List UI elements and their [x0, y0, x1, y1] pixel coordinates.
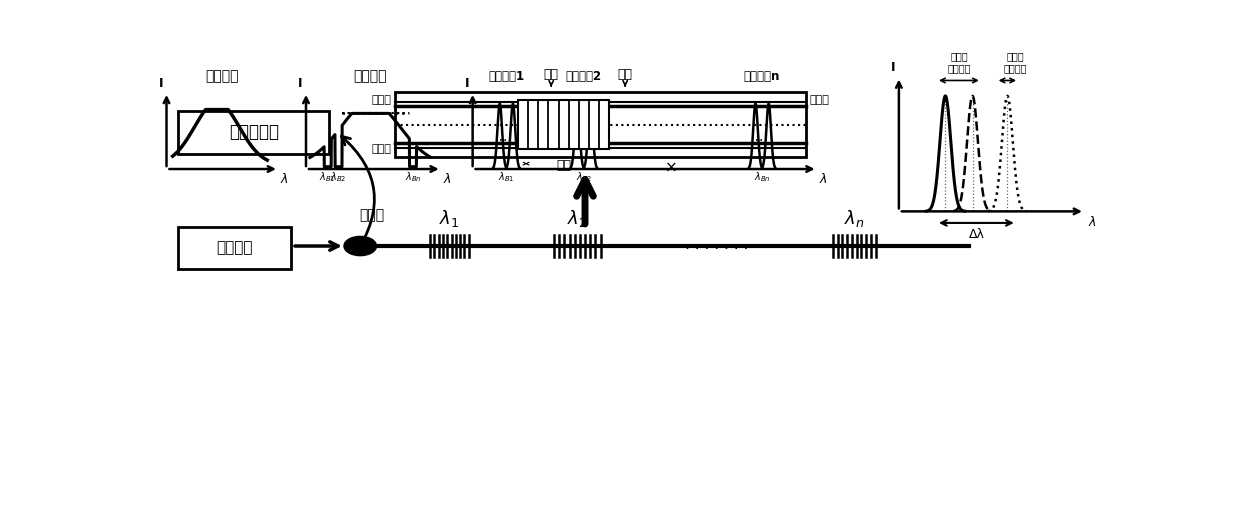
Text: 入射光: 入射光	[372, 95, 392, 105]
Text: 波长探测器: 波长探测器	[229, 123, 279, 141]
Bar	[178, 227, 290, 269]
Text: 护套: 护套	[618, 68, 633, 81]
Text: $\lambda_{Bn}$: $\lambda_{Bn}$	[405, 170, 421, 184]
Text: I: I	[159, 77, 164, 90]
Text: λ: λ	[819, 173, 826, 186]
Text: 反射光谱n: 反射光谱n	[743, 71, 781, 84]
Text: 压应变
（降温）: 压应变 （降温）	[947, 51, 970, 73]
Text: 反射光: 反射光	[372, 144, 392, 154]
Text: $\lambda_n$: $\lambda_n$	[845, 209, 865, 230]
Text: $\lambda_{B1}$: $\lambda_{B1}$	[498, 170, 514, 184]
FancyArrowPatch shape	[342, 137, 374, 254]
Text: 透射光谱: 透射光谱	[353, 70, 388, 84]
Bar	[178, 111, 330, 154]
Text: λ: λ	[280, 173, 287, 186]
Text: . . . . . . .: . . . . . . .	[685, 237, 748, 252]
Text: 耦合器: 耦合器	[359, 208, 384, 222]
Bar	[395, 92, 805, 157]
Text: 反射光谱2: 反射光谱2	[566, 71, 602, 84]
Text: $\lambda_{B2}$: $\lambda_{B2}$	[331, 170, 347, 184]
Text: 宽带光源: 宽带光源	[216, 241, 253, 255]
Text: 入射光谱: 入射光谱	[206, 70, 239, 84]
Bar	[518, 100, 608, 149]
Text: I: I	[465, 77, 470, 90]
Text: $\lambda_2$: $\lambda_2$	[567, 209, 587, 230]
Text: λ: λ	[444, 173, 451, 186]
Text: $\lambda_{B2}$: $\lambda_{B2}$	[576, 170, 592, 184]
Text: 透射光: 透射光	[810, 95, 830, 105]
Text: Δλ: Δλ	[969, 229, 984, 241]
Text: $\lambda_1$: $\lambda_1$	[439, 209, 460, 230]
Text: λ: λ	[1089, 216, 1097, 229]
Text: $\lambda_{B1}$: $\lambda_{B1}$	[320, 170, 336, 184]
Ellipse shape	[344, 236, 377, 256]
Text: I: I	[891, 61, 895, 74]
Text: 拉应变
（升温）: 拉应变 （升温）	[1004, 51, 1027, 73]
Text: 反射光谱1: 反射光谱1	[488, 71, 524, 84]
Text: $\times$: $\times$	[664, 160, 676, 175]
Text: 居距: 居距	[556, 159, 571, 172]
Text: I: I	[299, 77, 302, 90]
Text: 纤芯: 纤芯	[544, 68, 559, 81]
Text: $\lambda_{Bn}$: $\lambda_{Bn}$	[753, 170, 771, 184]
